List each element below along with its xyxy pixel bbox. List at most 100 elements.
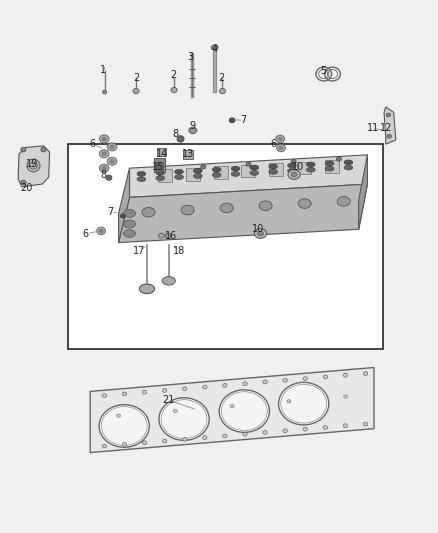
Ellipse shape [325,161,334,166]
Ellipse shape [307,167,315,172]
Polygon shape [18,146,49,187]
Ellipse shape [203,435,207,439]
Ellipse shape [102,444,106,448]
Ellipse shape [142,390,147,394]
Polygon shape [130,155,367,197]
Ellipse shape [99,150,109,158]
Bar [214,166,228,179]
Ellipse shape [336,157,342,161]
Ellipse shape [21,147,26,152]
Ellipse shape [156,171,165,175]
Text: 9: 9 [190,120,196,131]
Ellipse shape [221,392,267,431]
Ellipse shape [212,173,221,177]
Ellipse shape [124,230,136,238]
Text: 2: 2 [218,73,224,83]
Ellipse shape [287,400,291,403]
Ellipse shape [363,372,367,375]
Ellipse shape [220,203,233,213]
Ellipse shape [223,384,227,387]
Bar [156,163,163,171]
Text: 3: 3 [187,52,194,61]
Ellipse shape [29,162,37,169]
Ellipse shape [124,209,136,217]
Text: 13: 13 [182,149,194,159]
Ellipse shape [99,135,109,143]
Polygon shape [384,107,396,144]
Ellipse shape [291,159,296,164]
Ellipse shape [258,231,264,236]
Text: 19: 19 [26,159,39,169]
Ellipse shape [97,227,106,235]
Ellipse shape [139,284,155,294]
Text: 11: 11 [367,123,379,133]
Ellipse shape [323,425,328,429]
Ellipse shape [159,398,209,440]
Ellipse shape [344,160,353,165]
Ellipse shape [288,168,297,173]
Text: 5: 5 [321,66,327,76]
Ellipse shape [110,159,114,163]
Ellipse shape [231,166,240,171]
Ellipse shape [162,389,167,392]
Ellipse shape [269,169,278,174]
Ellipse shape [99,229,103,232]
Text: 18: 18 [173,246,185,255]
Bar [325,160,339,173]
Ellipse shape [173,409,177,413]
Ellipse shape [137,172,146,176]
Ellipse shape [201,165,206,169]
Ellipse shape [344,165,353,170]
Ellipse shape [183,387,187,391]
Bar [186,168,200,181]
Ellipse shape [263,380,267,384]
Bar [154,158,165,172]
Ellipse shape [162,439,167,443]
Ellipse shape [288,163,297,168]
Ellipse shape [303,427,307,431]
Ellipse shape [303,377,307,381]
Text: 20: 20 [20,183,32,193]
Bar [68,144,383,349]
Text: 2: 2 [170,70,176,80]
Ellipse shape [246,162,251,166]
Ellipse shape [124,220,136,228]
Ellipse shape [250,165,259,170]
Text: 6: 6 [89,139,95,149]
Ellipse shape [122,442,127,446]
Ellipse shape [175,175,184,180]
Ellipse shape [212,167,221,172]
Ellipse shape [107,143,117,151]
Bar [158,169,172,182]
Ellipse shape [223,434,227,438]
Ellipse shape [283,378,287,382]
Text: 16: 16 [165,231,177,241]
Ellipse shape [159,233,164,238]
Ellipse shape [110,145,114,149]
Ellipse shape [229,118,235,123]
Ellipse shape [278,138,282,141]
Ellipse shape [102,394,106,398]
Ellipse shape [211,45,218,50]
Bar [241,165,255,177]
Text: 10: 10 [252,224,265,235]
Ellipse shape [142,207,155,217]
Text: 7: 7 [108,207,114,217]
Ellipse shape [181,205,194,215]
Ellipse shape [155,167,161,171]
Ellipse shape [323,375,328,379]
Bar [297,161,311,174]
Ellipse shape [102,90,107,94]
Polygon shape [119,184,367,243]
Text: 15: 15 [152,161,164,172]
Ellipse shape [279,147,283,150]
Text: 4: 4 [212,44,218,53]
Ellipse shape [343,374,348,377]
Text: 6: 6 [271,139,277,149]
Ellipse shape [219,390,269,432]
Ellipse shape [243,432,247,436]
Ellipse shape [156,176,165,181]
Ellipse shape [99,405,149,447]
Ellipse shape [142,441,147,445]
Ellipse shape [283,429,287,433]
